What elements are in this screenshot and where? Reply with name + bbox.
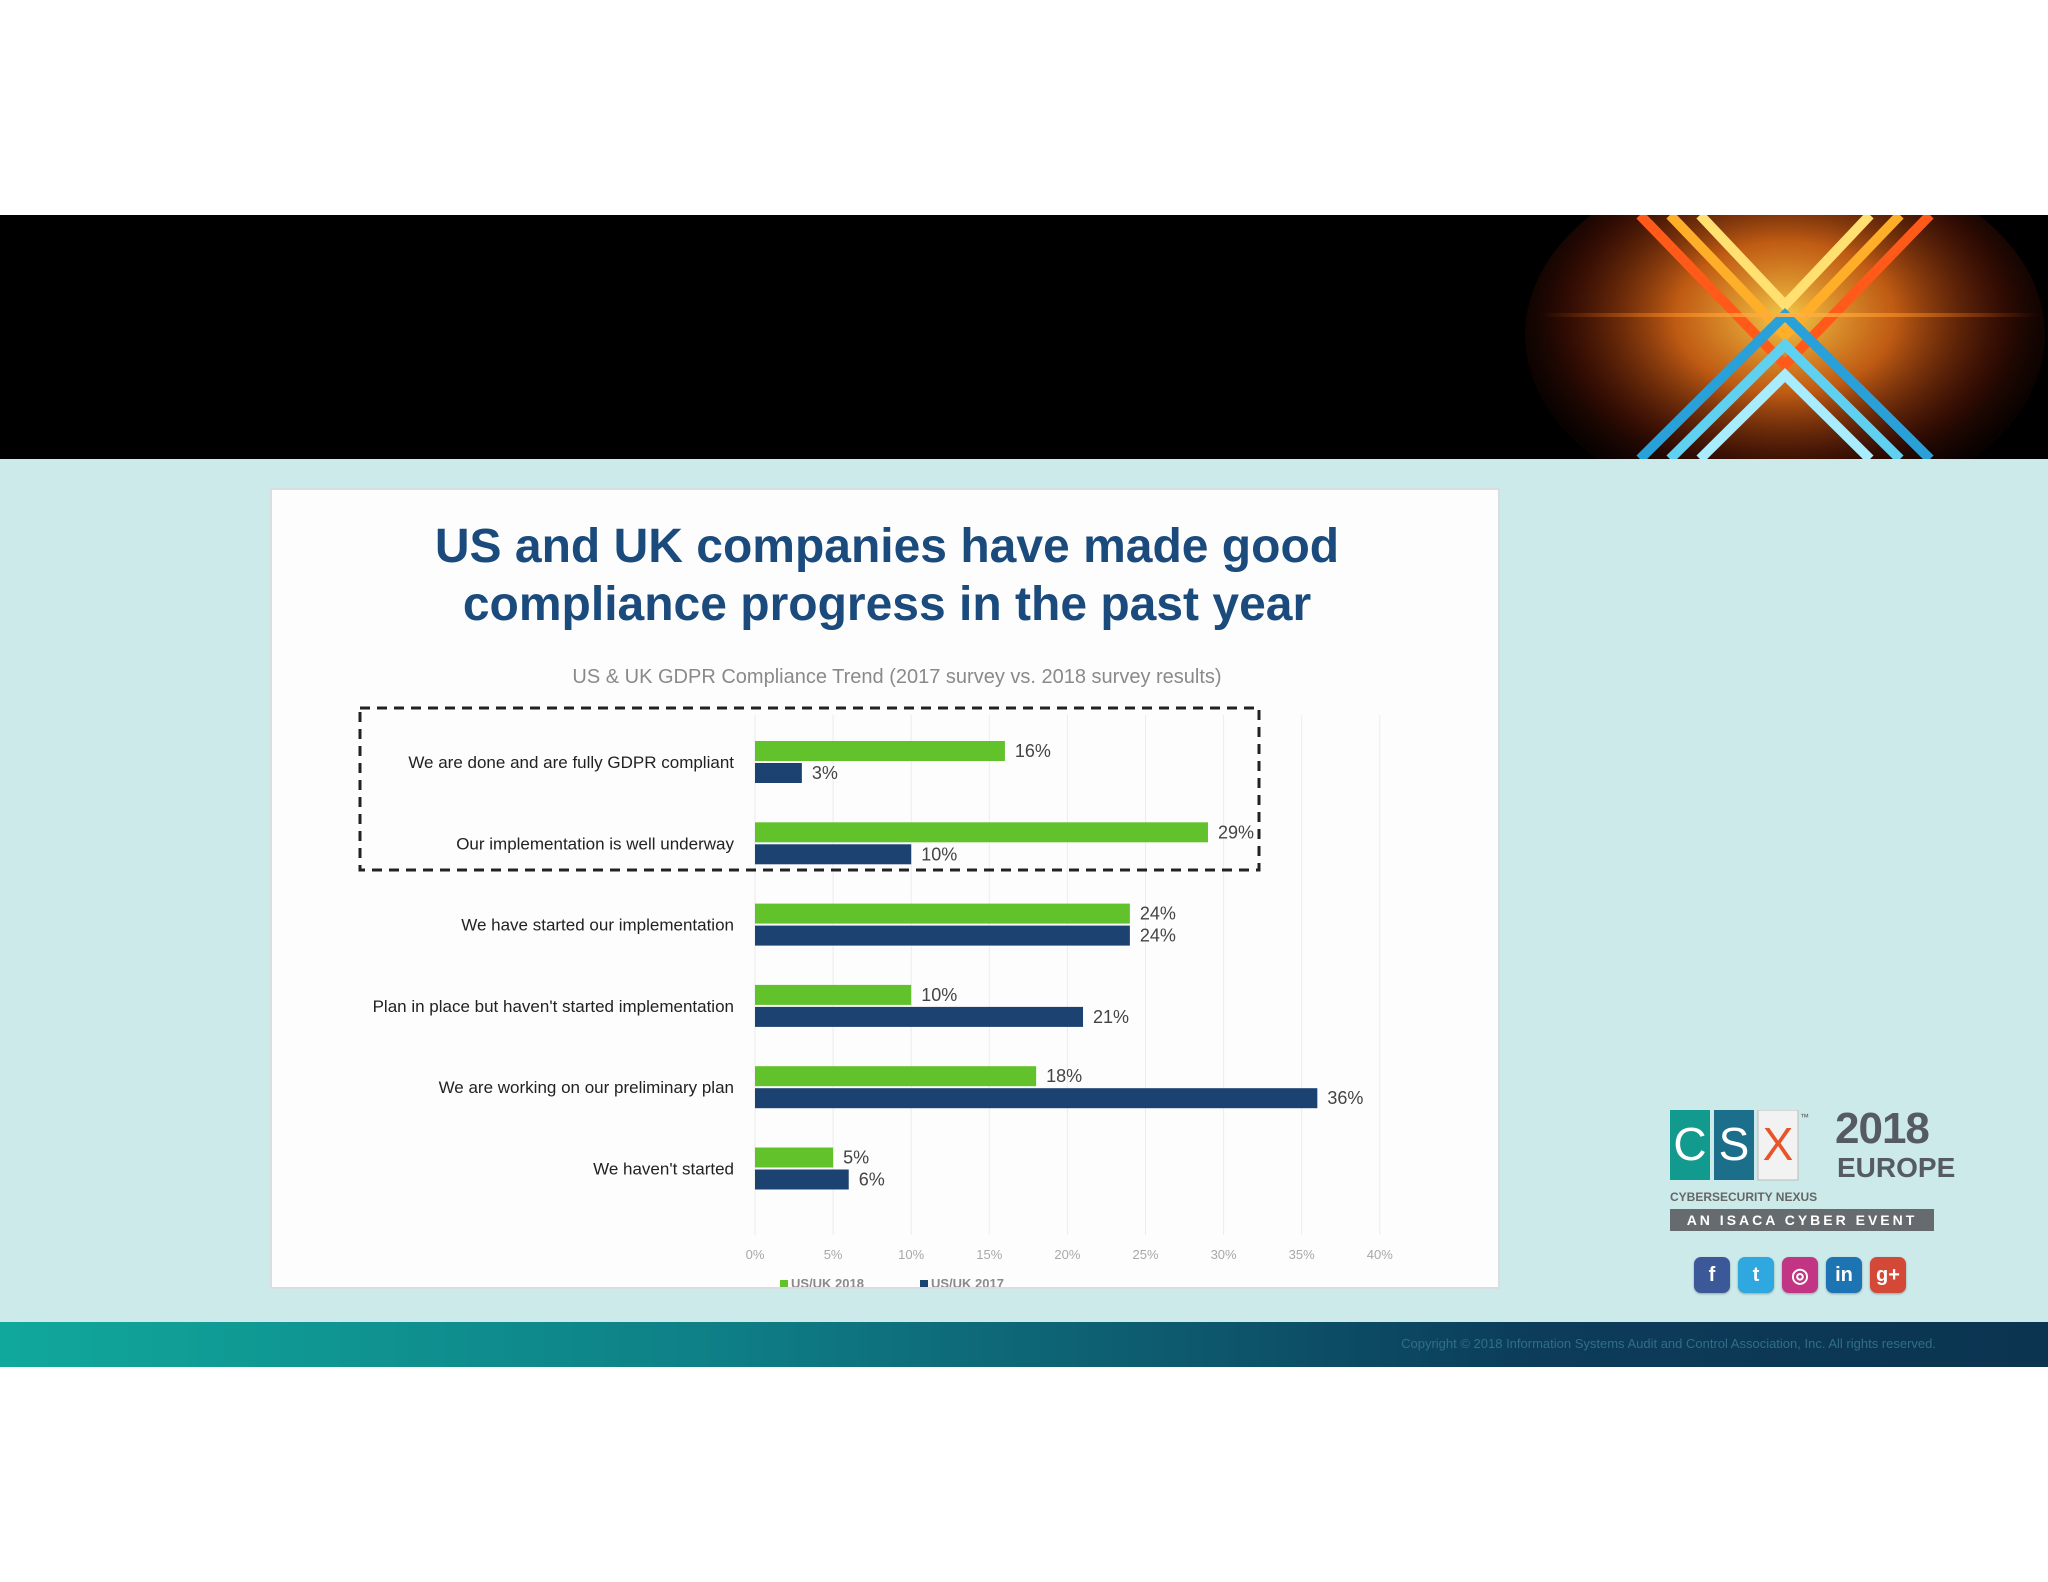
bar-2018 [755, 741, 1005, 761]
data-label-2018: 16% [1015, 741, 1051, 761]
bar-2018 [755, 1147, 834, 1168]
csx-logo-mark: C S X ™ [1670, 1109, 1809, 1181]
bar-2017 [755, 844, 912, 865]
x-tick-label: 20% [1054, 1247, 1080, 1262]
logo-event: AN ISACA CYBER EVENT [1670, 1209, 1934, 1231]
bar-2017 [755, 1088, 1318, 1109]
logo-region: EUROPE [1837, 1152, 1956, 1183]
data-label-2017: 21% [1093, 1007, 1129, 1027]
logo-letter-x: X [1763, 1118, 1794, 1170]
csx-logo: C S X ™ 2018 EUROPE CYBERSECURITY NEXUS … [1670, 1104, 1955, 1310]
logo-letter-c: C [1673, 1118, 1706, 1170]
data-label-2017: 24% [1140, 926, 1176, 946]
x-tick-label: 40% [1367, 1247, 1393, 1262]
google-plus-icon[interactable]: g+ [1870, 1257, 1906, 1293]
bar-chart: 0% 5% 10% 15% 20% 25% 30% 35% 40% We are done and… [358, 706, 1393, 1287]
bar-2017 [755, 925, 1130, 946]
highlight-box [358, 706, 1261, 872]
bar-2018 [755, 903, 1130, 924]
banner-artwork [1440, 215, 2048, 459]
category-label: We are working on our preliminary plan [439, 1078, 734, 1097]
x-tick-label: 25% [1132, 1247, 1158, 1262]
slide-title: US and UK companies have made good compl… [272, 518, 1502, 634]
legend-swatch [920, 1280, 928, 1287]
title-line-2: compliance progress in the past year [462, 578, 1312, 631]
data-label-2017: 3% [812, 763, 838, 783]
bar-2017 [755, 1169, 849, 1190]
chart-panel: US and UK companies have made good compl… [270, 488, 1500, 1289]
x-tick-label: 15% [976, 1247, 1002, 1262]
category-label: Our implementation is well underway [456, 834, 734, 853]
bar-2018 [755, 822, 1208, 843]
copyright-text: Copyright © 2018 Information Systems Aud… [1401, 1336, 1936, 1351]
facebook-icon[interactable]: f [1694, 1257, 1730, 1293]
data-label-2018: 24% [1140, 904, 1176, 924]
data-label-2017: 10% [921, 844, 957, 864]
legend-swatch [780, 1280, 788, 1287]
category-label: We are done and are fully GDPR compliant [408, 753, 734, 772]
data-label-2017: 6% [859, 1170, 885, 1190]
x-tick-label: 10% [898, 1247, 924, 1262]
instagram-icon[interactable]: ◎ [1782, 1257, 1818, 1293]
bar-2017 [755, 763, 802, 783]
legend-label: US/UK 2018 [791, 1276, 864, 1287]
data-label-2018: 10% [921, 985, 957, 1005]
logo-tagline: CYBERSECURITY NEXUS [1670, 1190, 1818, 1204]
logo-year: 2018 [1835, 1104, 1930, 1153]
category-label: Plan in place but haven't started implem… [373, 997, 734, 1016]
x-tick-label: 35% [1289, 1247, 1315, 1262]
x-tick-label: 5% [824, 1247, 843, 1262]
bar-2017 [755, 1006, 1084, 1027]
chart-subtitle: US & UK GDPR Compliance Trend (2017 surv… [572, 666, 1222, 688]
data-label-2017: 36% [1327, 1088, 1363, 1108]
header-banner [0, 215, 2048, 459]
data-label-2018: 5% [843, 1148, 869, 1168]
x-tick-label: 0% [746, 1247, 765, 1262]
x-tick-label: 30% [1211, 1247, 1237, 1262]
trademark: ™ [1800, 1112, 1809, 1122]
category-label: We haven't started [593, 1160, 734, 1179]
slide: US and UK companies have made good compl… [0, 215, 2048, 1367]
twitter-icon[interactable]: t [1738, 1257, 1774, 1293]
title-line-1: US and UK companies have made good [434, 520, 1340, 573]
logo-letter-s: S [1719, 1118, 1750, 1170]
bar-2018 [755, 1066, 1037, 1087]
legend-label: US/UK 2017 [931, 1276, 1004, 1287]
data-label-2018: 29% [1218, 822, 1254, 842]
linkedin-icon[interactable]: in [1826, 1257, 1862, 1293]
social-links: f t ◎ in g+ [1694, 1257, 1906, 1297]
category-label: We have started our implementation [461, 916, 734, 935]
data-label-2018: 18% [1046, 1066, 1082, 1086]
footer-bar: Copyright © 2018 Information Systems Aud… [0, 1322, 2048, 1367]
bar-2018 [755, 984, 912, 1005]
